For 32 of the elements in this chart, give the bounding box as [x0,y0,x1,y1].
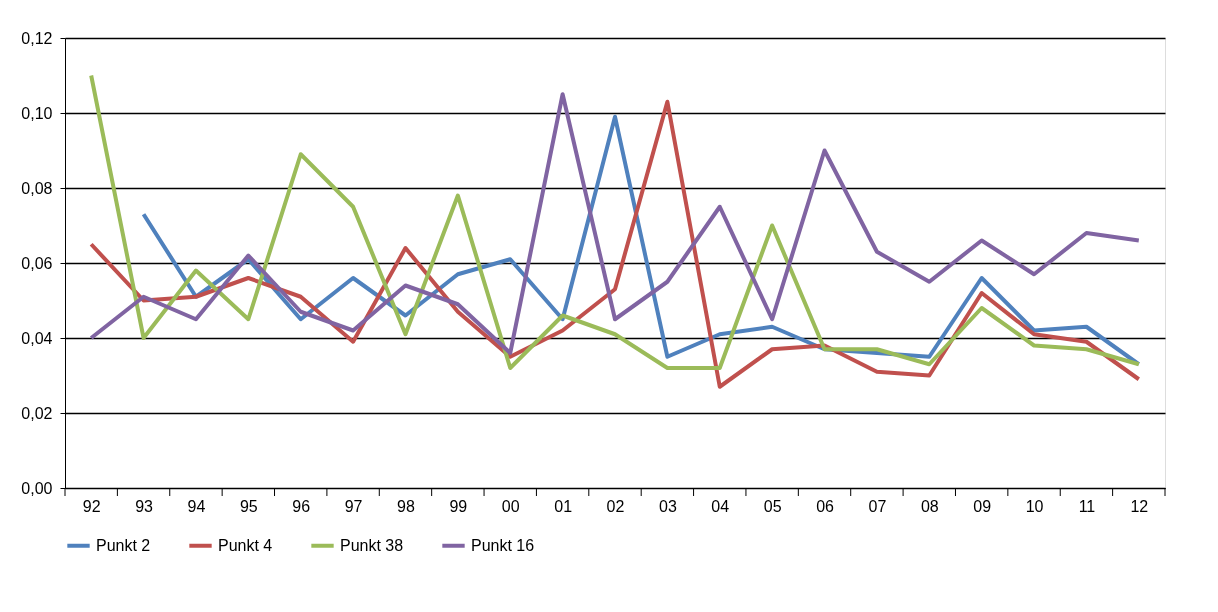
legend-label: Punkt 4 [218,536,273,554]
legend-label: Punkt 16 [471,536,535,554]
x-tick-label: 02 [606,497,625,515]
x-tick-label: 07 [868,497,887,515]
legend-label: Punkt 2 [96,536,151,554]
y-tick-label: 0,10 [21,104,53,122]
x-tick-label: 05 [763,497,782,515]
x-tick-label: 00 [501,497,520,515]
x-tick-label: 94 [187,497,206,515]
x-tick-label: 03 [658,497,677,515]
x-tick-label: 96 [292,497,311,515]
x-tick-label: 98 [397,497,415,515]
x-tick-label: 01 [554,497,573,515]
x-tick-label: 11 [1078,497,1096,515]
legend-label: Punkt 38 [340,536,404,554]
x-tick-label: 04 [711,497,730,515]
y-tick-label: 0,08 [21,179,53,197]
y-tick-label: 0,04 [21,329,53,347]
x-tick-label: 12 [1130,497,1149,515]
x-tick-label: 99 [449,497,468,515]
y-tick-label: 0,02 [21,404,53,422]
x-tick-label: 95 [239,497,258,515]
x-tick-label: 92 [82,497,101,515]
x-tick-label: 06 [816,497,835,515]
y-tick-label: 0,06 [21,254,53,272]
y-tick-label: 0,12 [21,29,53,47]
x-tick-label: 09 [973,497,992,515]
x-tick-label: 93 [135,497,154,515]
x-tick-label: 97 [344,497,363,515]
x-tick-label: 08 [920,497,939,515]
y-tick-label: 0,00 [21,479,53,497]
x-tick-label: 10 [1025,497,1044,515]
